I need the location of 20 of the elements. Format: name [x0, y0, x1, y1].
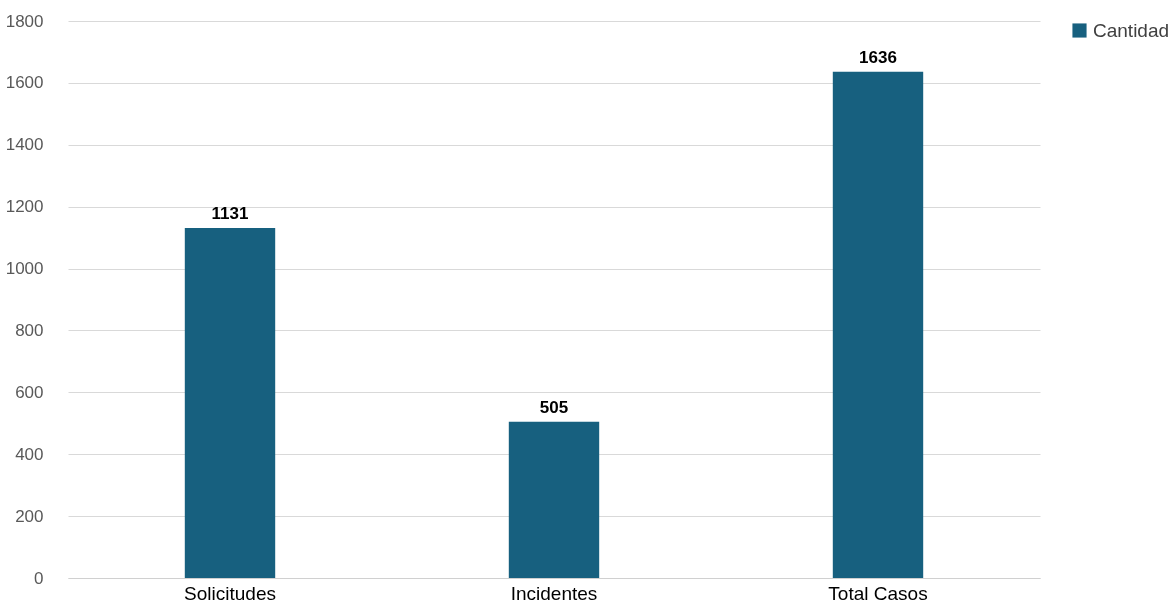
- data-label: 1131: [211, 204, 249, 224]
- y-tick-label: 1200: [5, 197, 44, 217]
- legend-label: Cantidad: [1093, 19, 1170, 41]
- data-label: 505: [539, 397, 569, 417]
- x-tick-label: Total Casos: [828, 582, 928, 604]
- y-tick-label: 600: [15, 382, 44, 402]
- x-tick-label: Solicitudes: [184, 582, 276, 604]
- bar: [832, 71, 924, 578]
- y-tick-label: 1400: [5, 135, 44, 155]
- y-tick-label: 1000: [5, 259, 44, 279]
- y-tick-label: 400: [15, 444, 44, 464]
- data-label: 1636: [859, 47, 897, 67]
- y-tick-label: 0: [34, 568, 44, 588]
- y-tick-label: 1600: [5, 73, 44, 93]
- y-tick-label: 200: [15, 506, 44, 526]
- x-tick-label: Incidentes: [510, 582, 598, 604]
- bar: [184, 228, 276, 578]
- bar: [508, 421, 600, 578]
- y-tick-label: 800: [15, 320, 44, 340]
- y-tick-label: 1800: [5, 11, 44, 31]
